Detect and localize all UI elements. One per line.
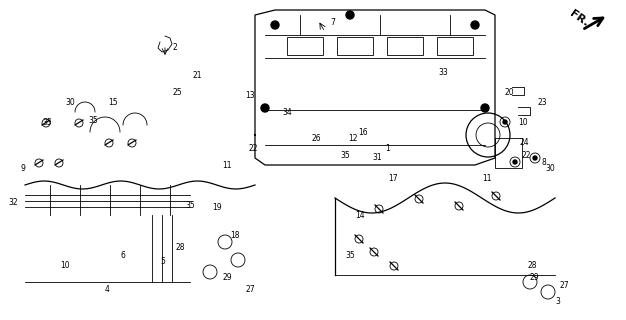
Circle shape [261, 104, 269, 112]
Text: 22: 22 [248, 143, 257, 153]
Text: 21: 21 [192, 70, 202, 79]
Text: 6: 6 [120, 251, 125, 260]
Text: 27: 27 [245, 285, 255, 294]
Text: 11: 11 [482, 173, 491, 182]
Text: 7: 7 [330, 18, 335, 27]
Text: 29: 29 [222, 274, 232, 283]
Text: 13: 13 [245, 91, 255, 100]
Circle shape [513, 160, 517, 164]
Text: 30: 30 [65, 98, 74, 107]
Text: 1: 1 [385, 143, 390, 153]
Text: 17: 17 [388, 173, 398, 182]
Circle shape [271, 21, 279, 29]
Text: 19: 19 [212, 204, 222, 212]
Text: 26: 26 [312, 133, 322, 142]
Text: 5: 5 [160, 258, 165, 267]
Bar [287, 37, 323, 55]
Text: 3: 3 [555, 298, 560, 307]
Text: 12: 12 [348, 133, 357, 142]
Text: 10: 10 [60, 260, 69, 269]
Text: 15: 15 [108, 98, 118, 107]
Text: 20: 20 [505, 87, 515, 97]
Text: 16: 16 [358, 127, 367, 137]
Circle shape [471, 21, 479, 29]
Text: 27: 27 [560, 281, 570, 290]
Bar [387, 37, 423, 55]
Text: 22: 22 [522, 150, 531, 159]
Text: 11: 11 [222, 161, 232, 170]
Circle shape [346, 11, 354, 19]
Bar [337, 37, 373, 55]
Text: 29: 29 [530, 274, 540, 283]
Text: 35: 35 [42, 117, 52, 126]
Text: 34: 34 [282, 108, 292, 116]
Circle shape [533, 156, 537, 160]
Text: 2: 2 [172, 44, 177, 52]
Text: 25: 25 [172, 87, 182, 97]
Text: 9: 9 [20, 164, 25, 172]
Text: 28: 28 [175, 244, 185, 252]
Text: 33: 33 [438, 68, 448, 76]
Bar [437, 37, 473, 55]
Text: 31: 31 [372, 154, 382, 163]
Text: 18: 18 [230, 230, 240, 239]
Text: 35: 35 [345, 251, 355, 260]
Text: 32: 32 [8, 197, 18, 206]
Text: 24: 24 [520, 138, 530, 147]
Circle shape [503, 120, 507, 124]
Text: FR.: FR. [568, 8, 590, 28]
Text: 10: 10 [518, 117, 528, 126]
Text: 35: 35 [185, 201, 195, 210]
Text: 35: 35 [88, 116, 98, 124]
Circle shape [481, 104, 489, 112]
Text: 4: 4 [105, 285, 110, 294]
Text: 28: 28 [528, 260, 538, 269]
Text: 30: 30 [545, 164, 555, 172]
Text: 23: 23 [538, 98, 548, 107]
Text: 35: 35 [340, 150, 350, 159]
Text: 8: 8 [542, 157, 546, 166]
Text: 14: 14 [355, 211, 364, 220]
